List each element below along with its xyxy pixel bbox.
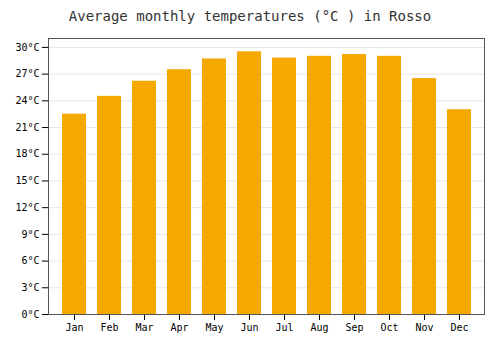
svg-text:15°C: 15°C <box>15 175 39 186</box>
svg-text:Jun: Jun <box>240 322 258 333</box>
svg-text:Dec: Dec <box>450 322 468 333</box>
svg-text:Aug: Aug <box>310 322 328 333</box>
svg-text:21°C: 21°C <box>15 122 39 133</box>
svg-text:May: May <box>205 322 223 333</box>
svg-text:Nov: Nov <box>415 322 433 333</box>
svg-text:Mar: Mar <box>135 322 153 333</box>
svg-text:Jan: Jan <box>65 322 83 333</box>
svg-text:30°C: 30°C <box>15 42 39 53</box>
svg-text:Apr: Apr <box>170 322 188 333</box>
svg-text:9°C: 9°C <box>21 229 39 240</box>
svg-text:Jul: Jul <box>275 322 293 333</box>
svg-text:12°C: 12°C <box>15 202 39 213</box>
svg-text:Sep: Sep <box>345 322 363 333</box>
svg-text:3°C: 3°C <box>21 282 39 293</box>
svg-text:24°C: 24°C <box>15 95 39 106</box>
svg-text:6°C: 6°C <box>21 255 39 266</box>
svg-text:18°C: 18°C <box>15 148 39 159</box>
svg-text:Oct: Oct <box>380 322 398 333</box>
html-text:Average monthly temperatures (: Average monthly temperatures (°C ) in Ro… <box>68 8 432 24</box>
svg-text:27°C: 27°C <box>15 68 39 79</box>
svg-text:0°C: 0°C <box>21 309 39 320</box>
svg-text:Feb: Feb <box>100 322 118 333</box>
